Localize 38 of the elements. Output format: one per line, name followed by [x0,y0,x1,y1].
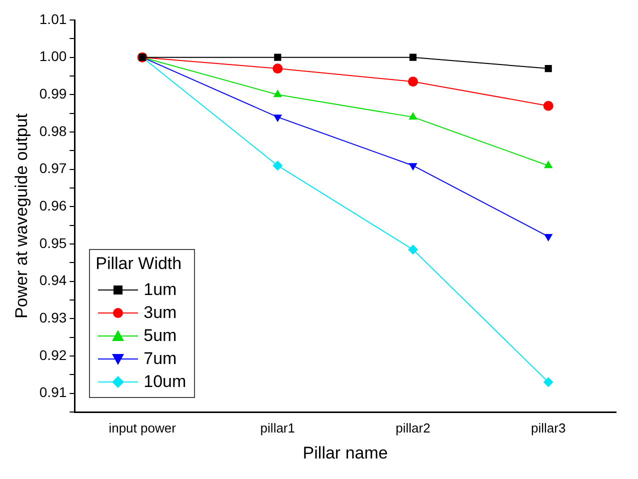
x-tick-label: input power [108,420,177,436]
y-tick-label: 0.99 [39,86,67,102]
y-tick-label: 0.97 [39,160,67,176]
point [543,377,554,388]
point [408,112,418,120]
point [408,76,418,87]
y-tick-label: 0.96 [39,198,67,214]
point [409,54,417,61]
point [272,160,283,171]
legend-label: 10um [144,371,186,393]
x-axis-title: Pillar name [302,443,388,462]
y-tick-label: 0.92 [39,346,67,363]
x-tick-label: pillar1 [260,420,295,436]
legend-label: 3um [144,302,177,324]
point [274,54,282,61]
y-tick-label: 0.98 [39,122,67,139]
y-tick-label: 1.00 [39,48,67,64]
x-tick-label: pillar3 [530,420,566,436]
point [408,163,418,171]
y-tick-label: 0.94 [39,272,67,288]
legend-label: 7um [144,348,177,370]
legend-label: 1um [144,279,177,301]
y-axis-title: Power at waveguide output [12,113,31,319]
point [408,244,418,255]
point [544,65,552,72]
point [273,114,282,122]
y-tick-label: 0.93 [39,310,67,326]
legend-label: 5um [144,325,177,347]
point [543,100,554,111]
point [273,90,282,98]
y-tick-label: 0.91 [39,384,67,400]
legend-title: Pillar Width [96,254,183,274]
point [544,234,553,242]
point [272,64,283,74]
x-tick-label: pillar2 [396,420,430,436]
point [544,160,553,168]
y-tick-label: 1.01 [39,10,67,27]
y-tick-label: 0.95 [39,234,67,251]
